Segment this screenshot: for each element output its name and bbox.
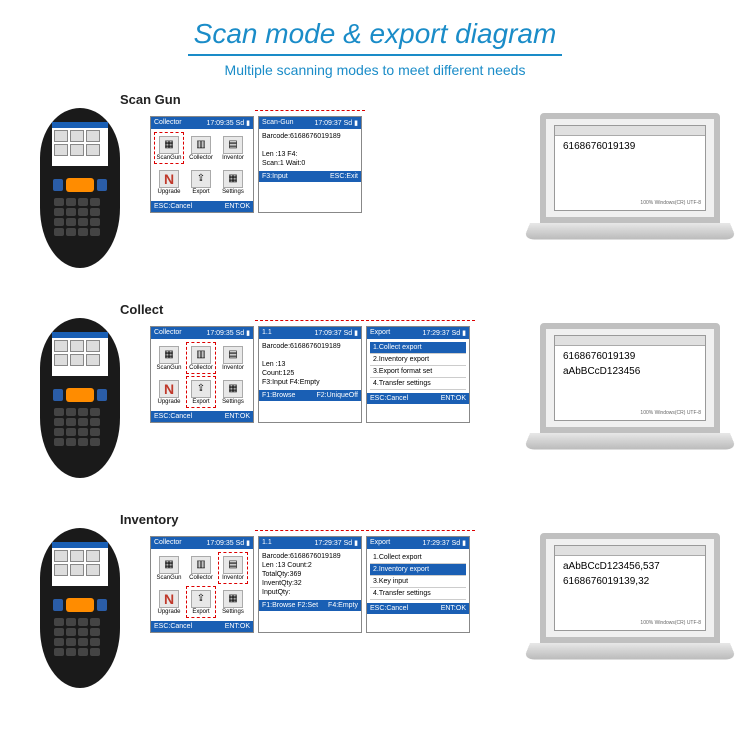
menu-icon[interactable]: ▤ Inventor xyxy=(218,552,248,584)
connector-arrow xyxy=(255,110,365,111)
menu-item[interactable]: 1.Collect export xyxy=(370,342,466,354)
menu-item[interactable]: 4.Transfer settings xyxy=(370,588,466,600)
mode-row: Collect Collector17:09:35 Sd ▮ ▦ ScanGun… xyxy=(0,298,750,498)
menu-icon[interactable]: ⇪ Export xyxy=(186,586,216,618)
menu-icon[interactable]: ▦ ScanGun xyxy=(154,342,184,374)
laptop: 6168676019139aAbBCcD123456 100% Windows(… xyxy=(540,323,720,458)
scanner-device xyxy=(40,318,120,478)
menu-icon[interactable]: N Upgrade xyxy=(154,586,184,618)
screens-group: Collector17:09:35 Sd ▮ ▦ ScanGun ▥ Colle… xyxy=(150,326,470,423)
row-label: Inventory xyxy=(120,512,179,527)
menu-screen: Collector17:09:35 Sd ▮ ▦ ScanGun ▥ Colle… xyxy=(150,536,254,633)
screens-group: Collector17:09:35 Sd ▮ ▦ ScanGun ▥ Colle… xyxy=(150,116,362,213)
mode-row: Inventory Collector17:09:35 Sd ▮ ▦ ScanG… xyxy=(0,508,750,708)
menu-icon[interactable]: ▥ Collector xyxy=(186,552,216,584)
menu-item[interactable]: 1.Collect export xyxy=(370,552,466,564)
page-subtitle: Multiple scanning modes to meet differen… xyxy=(0,62,750,78)
detail-screen: Scan-Gun17:09:37 Sd ▮ Barcode:6168676019… xyxy=(258,116,362,213)
scanner-device xyxy=(40,528,120,688)
menu-icon[interactable]: ▤ Inventor xyxy=(218,342,248,374)
laptop: aAbBCcD123456,5376168676019139,32 100% W… xyxy=(540,533,720,668)
menu-item[interactable]: 2.Inventory export xyxy=(370,564,466,576)
menu-icon[interactable]: ▥ Collector xyxy=(186,342,216,374)
page-title: Scan mode & export diagram xyxy=(188,18,563,56)
menu-icon[interactable]: ⇪ Export xyxy=(186,166,216,198)
menu-icon[interactable]: ▦ Settings xyxy=(218,376,248,408)
row-label: Collect xyxy=(120,302,163,317)
menu-icon[interactable]: N Upgrade xyxy=(154,166,184,198)
screens-group: Collector17:09:35 Sd ▮ ▦ ScanGun ▥ Colle… xyxy=(150,536,470,633)
detail-screen: Export17:29:37 Sd ▮ 1.Collect export2.In… xyxy=(366,326,470,423)
menu-icon[interactable]: ▤ Inventor xyxy=(218,132,248,164)
detail-screen: Export17:29:37 Sd ▮ 1.Collect export2.In… xyxy=(366,536,470,633)
scanner-device xyxy=(40,108,120,268)
menu-screen: Collector17:09:35 Sd ▮ ▦ ScanGun ▥ Colle… xyxy=(150,116,254,213)
menu-screen: Collector17:09:35 Sd ▮ ▦ ScanGun ▥ Colle… xyxy=(150,326,254,423)
laptop: 6168676019139 100% Windows(CR) UTF-8 xyxy=(540,113,720,248)
menu-icon[interactable]: ▥ Collector xyxy=(186,132,216,164)
menu-icon[interactable]: N Upgrade xyxy=(154,376,184,408)
menu-icon[interactable]: ▦ Settings xyxy=(218,586,248,618)
connector-arrow xyxy=(255,320,475,321)
menu-icon[interactable]: ▦ Settings xyxy=(218,166,248,198)
menu-icon[interactable]: ⇪ Export xyxy=(186,376,216,408)
row-label: Scan Gun xyxy=(120,92,181,107)
menu-item[interactable]: 2.Inventory export xyxy=(370,354,466,366)
mode-row: Scan Gun Collector17:09:35 Sd ▮ ▦ ScanGu… xyxy=(0,88,750,288)
menu-item[interactable]: 3.Export format set xyxy=(370,366,466,378)
connector-arrow xyxy=(255,530,475,531)
menu-icon[interactable]: ▦ ScanGun xyxy=(154,552,184,584)
menu-item[interactable]: 3.Key input xyxy=(370,576,466,588)
detail-screen: 1.117:09:37 Sd ▮ Barcode:6168676019189 L… xyxy=(258,326,362,423)
menu-item[interactable]: 4.Transfer settings xyxy=(370,378,466,390)
header: Scan mode & export diagram Multiple scan… xyxy=(0,0,750,78)
detail-screen: 1.117:29:37 Sd ▮ Barcode:6168676019189Le… xyxy=(258,536,362,633)
menu-icon[interactable]: ▦ ScanGun xyxy=(154,132,184,164)
